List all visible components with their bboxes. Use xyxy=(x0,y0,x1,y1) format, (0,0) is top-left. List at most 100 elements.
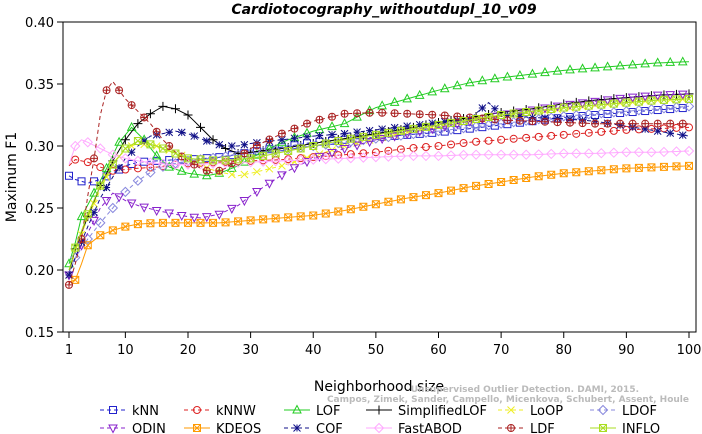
data-point-inflo xyxy=(83,210,92,219)
data-point-cof xyxy=(378,125,386,133)
data-point-cof xyxy=(653,127,662,135)
data-point-fastabod xyxy=(633,146,645,158)
data-point-lof xyxy=(201,170,212,180)
data-point-odin xyxy=(89,216,99,226)
data-point-ldof xyxy=(671,102,682,113)
data-point-inflo xyxy=(196,155,205,164)
data-point-cof xyxy=(290,134,299,143)
data-point-inflo xyxy=(96,181,105,190)
data-point-inflo xyxy=(647,96,656,105)
data-point-inflo xyxy=(133,137,142,146)
data-point-inflo xyxy=(534,106,543,115)
data-point-ldf xyxy=(340,109,349,118)
data-point-simplifiedlof xyxy=(120,135,130,145)
data-point-fastabod xyxy=(295,154,306,166)
legend-label: ODIN xyxy=(132,422,166,434)
data-point-knnw xyxy=(434,142,443,150)
data-point-kdeos xyxy=(371,200,380,209)
legend-item-simplifiedlof: SimplifiedLOF xyxy=(366,404,487,419)
data-point-cof xyxy=(390,123,399,132)
data-point-lof xyxy=(552,65,563,75)
data-point-cof xyxy=(278,135,286,144)
data-point-lof xyxy=(389,96,400,106)
data-point-lof xyxy=(402,93,413,103)
legend-label: kNN xyxy=(132,404,159,419)
legend-item-cof: COF xyxy=(284,422,343,434)
data-point-kdeos xyxy=(534,172,543,181)
data-point-inflo xyxy=(609,99,618,108)
data-point-kdeos xyxy=(509,175,518,184)
data-point-knnw xyxy=(685,123,693,132)
data-point-inflo xyxy=(384,128,393,137)
data-point-odin xyxy=(389,132,400,142)
data-point-knn xyxy=(65,171,73,180)
data-point-inflo xyxy=(672,95,681,104)
data-point-inflo xyxy=(334,137,343,146)
data-point-odin xyxy=(565,100,575,110)
data-point-fastabod xyxy=(270,155,281,167)
data-point-kdeos xyxy=(108,226,117,235)
data-point-lof xyxy=(540,67,550,77)
data-point-fastabod xyxy=(408,150,419,162)
data-point-cof xyxy=(340,129,349,138)
data-point-knnw xyxy=(484,136,493,145)
data-point-simplifiedlof xyxy=(208,135,218,145)
data-point-ldf xyxy=(628,119,637,128)
data-point-lof xyxy=(490,73,500,83)
data-point-knnw xyxy=(384,146,393,155)
data-point-inflo xyxy=(559,103,568,112)
data-point-ldf xyxy=(603,119,612,128)
data-point-cof xyxy=(177,128,186,137)
data-point-fastabod xyxy=(683,145,695,157)
data-point-kdeos xyxy=(672,162,681,171)
data-point-fastabod xyxy=(257,156,269,167)
series-ldof xyxy=(68,101,695,273)
x-tick-label: 20 xyxy=(180,343,197,358)
x-tick-label: 50 xyxy=(368,343,385,358)
data-point-lof xyxy=(439,83,450,93)
data-point-fastabod xyxy=(157,158,169,169)
data-point-kdeos xyxy=(71,275,80,284)
data-point-cof xyxy=(328,130,336,139)
data-point-fastabod xyxy=(495,149,507,160)
legend-item-ldof: LDOF xyxy=(590,404,657,419)
x-tick-label: 100 xyxy=(677,343,702,358)
data-point-ldof xyxy=(445,124,457,135)
series-kdeos xyxy=(68,161,693,284)
data-point-ldf xyxy=(265,135,274,144)
data-point-ldof xyxy=(470,121,482,132)
data-point-fastabod xyxy=(621,146,632,158)
data-point-kdeos xyxy=(246,216,255,225)
data-point-lof xyxy=(615,60,625,70)
data-point-ldof xyxy=(633,105,645,116)
data-point-inflo xyxy=(309,142,318,150)
data-point-kdeos xyxy=(384,197,393,206)
data-point-odin xyxy=(264,179,275,189)
data-point-fastabod xyxy=(145,157,156,168)
data-point-fastabod xyxy=(658,146,670,158)
plot-frame xyxy=(62,21,697,333)
data-point-simplifiedlof xyxy=(158,101,168,111)
data-point-odin xyxy=(677,90,688,100)
data-point-cof xyxy=(503,111,512,120)
data-point-inflo xyxy=(434,120,443,129)
x-tick-label: 1 xyxy=(65,343,73,358)
legend-label: INFLO xyxy=(622,422,660,434)
data-point-kdeos xyxy=(158,218,167,227)
data-point-kdeos xyxy=(547,170,556,179)
legend-swatch-marker xyxy=(599,424,607,432)
data-point-ldf xyxy=(190,160,199,169)
legend-label: LoOP xyxy=(530,404,563,419)
data-point-kdeos xyxy=(572,168,581,177)
data-point-odin xyxy=(189,213,200,223)
data-point-cof xyxy=(65,271,73,279)
data-point-kdeos xyxy=(584,167,593,176)
y-tick-label: 0.40 xyxy=(25,16,54,31)
data-point-ldf xyxy=(90,154,99,163)
data-point-fastabod xyxy=(370,151,382,163)
data-point-odin xyxy=(139,203,149,213)
data-point-inflo xyxy=(659,95,668,104)
data-point-lof xyxy=(226,162,237,172)
data-point-ldf xyxy=(503,116,512,125)
data-point-ldf xyxy=(440,111,449,120)
